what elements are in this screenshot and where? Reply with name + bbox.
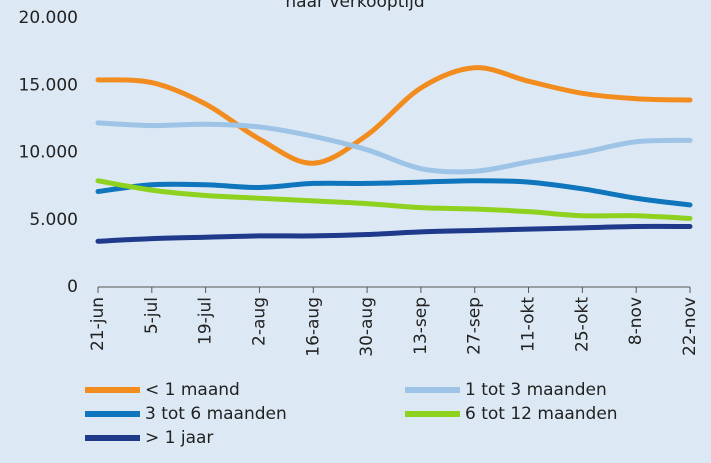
y-tick-label: 5.000 (29, 210, 78, 230)
legend-label: 3 tot 6 maanden (145, 404, 287, 424)
y-tick-label: 10.000 (19, 143, 78, 163)
legend-label: 1 tot 3 maanden (465, 380, 607, 400)
x-tick-label: 8-nov (626, 297, 646, 345)
y-tick-label: 20.000 (19, 8, 78, 28)
legend-label: < 1 maand (145, 380, 240, 400)
series-line (95, 120, 693, 175)
series-line (95, 178, 693, 221)
x-tick-label: 11-okt (519, 297, 539, 352)
x-tick-label: 25-okt (572, 297, 592, 352)
y-tick-label: 0 (67, 277, 78, 297)
legend-label: 6 tot 12 maanden (465, 404, 618, 424)
x-tick-label: 19-jul (196, 297, 216, 345)
x-tick-label: 2-aug (249, 297, 269, 346)
series-line (95, 65, 693, 166)
x-tick-label: 22-nov (680, 297, 700, 356)
x-tick-label: 5-jul (142, 297, 162, 334)
x-tick-label: 27-sep (465, 297, 485, 355)
x-tick-label: 16-aug (303, 297, 323, 357)
legend-label: > 1 jaar (145, 428, 213, 448)
x-tick-label: 13-sep (411, 297, 431, 355)
x-tick-label: 21-jun (88, 297, 108, 351)
series-line (95, 178, 693, 208)
series-line (95, 223, 693, 244)
y-tick-label: 15.000 (19, 75, 78, 95)
x-tick-label: 30-aug (357, 297, 377, 357)
chart-title: naar verkooptijd (285, 0, 424, 12)
